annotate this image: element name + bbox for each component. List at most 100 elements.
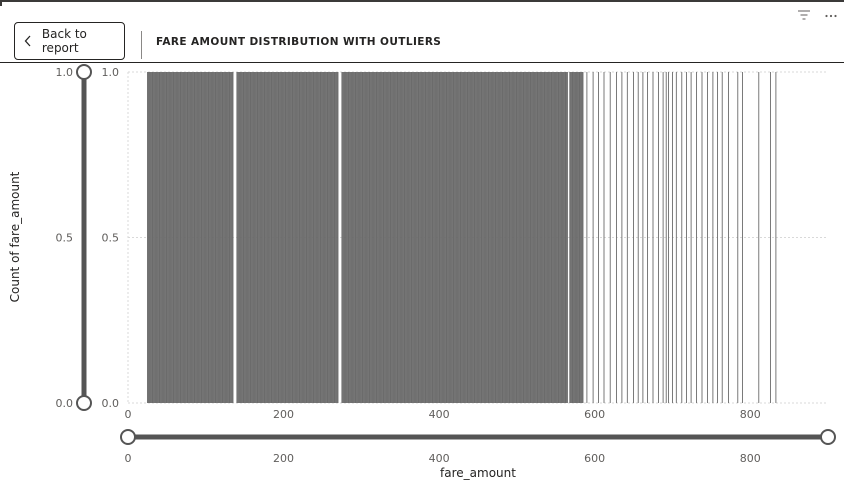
bar <box>259 72 261 403</box>
bar <box>411 72 413 403</box>
bar <box>440 72 442 403</box>
bar <box>213 72 215 403</box>
bar <box>394 72 396 403</box>
more-options-icon[interactable] <box>824 7 838 21</box>
y-range-slider[interactable]: 1.0 0.0 <box>56 64 92 411</box>
bar <box>508 72 510 403</box>
bar <box>460 72 462 403</box>
bar <box>343 72 345 403</box>
bar <box>652 72 654 403</box>
bar <box>435 72 437 403</box>
bar <box>489 72 491 403</box>
bar <box>696 72 698 403</box>
bar <box>572 72 574 403</box>
y-slider-max-handle[interactable] <box>76 64 92 80</box>
bar <box>412 72 414 403</box>
bar <box>206 72 208 403</box>
bar <box>388 72 390 403</box>
x-slider-min-handle[interactable] <box>120 429 136 445</box>
bar <box>191 72 193 403</box>
bar <box>352 72 354 403</box>
bar <box>426 72 428 403</box>
bar <box>349 72 351 403</box>
bar <box>175 72 177 403</box>
bar <box>464 72 466 403</box>
bar <box>542 72 544 403</box>
y-slider-min-label: 0.0 <box>56 397 74 410</box>
filter-icon[interactable] <box>797 7 811 21</box>
bar <box>304 72 306 403</box>
bar <box>272 72 274 403</box>
bar <box>475 72 477 403</box>
bar <box>261 72 263 403</box>
bar <box>493 72 495 403</box>
bar <box>297 72 299 403</box>
bar <box>463 72 465 403</box>
bar <box>509 72 511 403</box>
bar <box>449 72 451 403</box>
bar <box>374 72 376 403</box>
bar <box>161 72 163 403</box>
x-axis-label: fare_amount <box>440 466 516 480</box>
y-slider-tick-label: 0.5 <box>56 232 74 245</box>
bar <box>226 72 228 403</box>
bar <box>195 72 197 403</box>
bar <box>495 72 497 403</box>
bar <box>455 72 457 403</box>
x-range-slider[interactable] <box>120 429 836 445</box>
bar <box>582 72 584 403</box>
bar <box>570 72 572 403</box>
bar <box>482 72 484 403</box>
bar <box>158 72 160 403</box>
y-slider-min-handle[interactable] <box>76 395 92 411</box>
bar <box>241 72 243 403</box>
bar <box>188 72 190 403</box>
bar <box>647 72 649 403</box>
bar <box>540 72 542 403</box>
y-tick-labels: 0.0 0.5 1.0 0.5 <box>56 66 120 410</box>
x-slider-max-handle[interactable] <box>820 429 836 445</box>
back-button-label: Back to report <box>41 27 87 55</box>
bar <box>374 72 376 403</box>
bar <box>325 72 327 403</box>
bar <box>229 72 231 403</box>
bar <box>442 72 444 403</box>
bar <box>485 72 487 403</box>
bar <box>451 72 453 403</box>
bar <box>298 72 300 403</box>
bar <box>484 72 486 403</box>
bar <box>220 72 222 403</box>
bar <box>185 72 187 403</box>
bar <box>685 72 687 403</box>
back-to-report-button[interactable]: Back to report <box>14 22 125 60</box>
bar <box>344 72 346 403</box>
bar <box>202 72 204 403</box>
bar <box>217 72 219 403</box>
bar <box>681 72 683 403</box>
bar <box>506 72 508 403</box>
bar <box>279 72 281 403</box>
corner-mark <box>0 0 2 6</box>
bar <box>559 72 561 403</box>
bar <box>420 72 422 403</box>
bar <box>556 72 558 403</box>
bar <box>245 72 247 403</box>
bar <box>302 72 304 403</box>
bar <box>402 72 404 403</box>
bar <box>560 72 562 403</box>
bar <box>396 72 398 403</box>
bar <box>257 72 259 403</box>
bar <box>256 72 258 403</box>
bar <box>269 72 271 403</box>
bar <box>668 72 670 403</box>
bar <box>274 72 276 403</box>
bar <box>150 72 152 403</box>
bar <box>405 72 407 403</box>
bar <box>208 72 210 403</box>
bar <box>288 72 290 403</box>
bar <box>356 72 358 403</box>
bar <box>489 72 491 403</box>
bar <box>478 72 480 403</box>
bar <box>378 72 380 403</box>
y-tick-label: 0.0 <box>102 397 120 410</box>
